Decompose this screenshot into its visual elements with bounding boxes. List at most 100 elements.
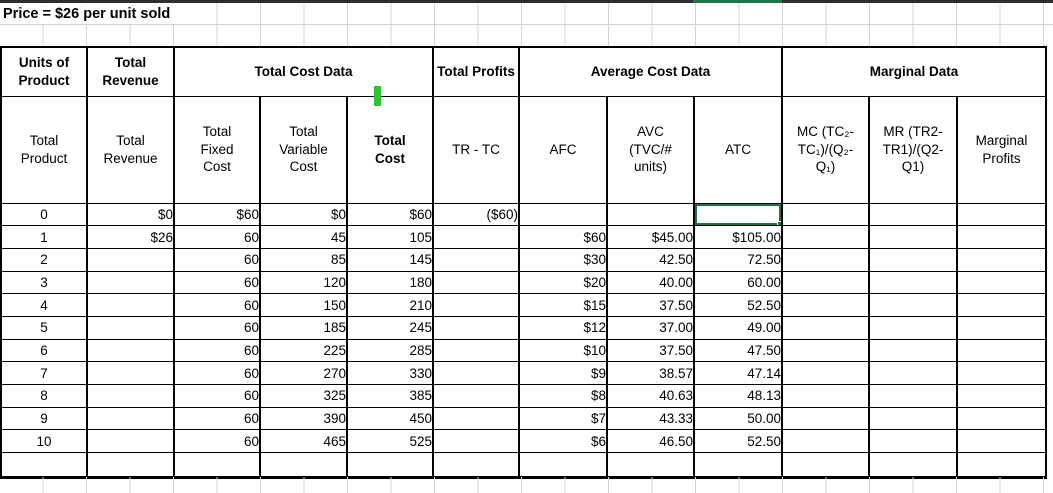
cell-total-variable-cost-r4[interactable]: 150 xyxy=(259,293,348,317)
group-header-marginal-data[interactable]: Marginal Data xyxy=(781,46,1048,97)
cell-marginal-profits-r0[interactable] xyxy=(956,202,1048,227)
cell-avc-r9[interactable]: 43.33 xyxy=(606,406,696,431)
cell-total-revenue-r5[interactable] xyxy=(86,315,175,340)
cell-mc-r8[interactable] xyxy=(781,384,871,408)
cell-afc-r11[interactable] xyxy=(518,452,609,479)
cell-mr-r11[interactable] xyxy=(868,452,959,479)
cell-mr-r1[interactable] xyxy=(868,225,959,249)
cell-profits-r9[interactable] xyxy=(432,406,521,431)
cell-total-cost-r7[interactable]: 330 xyxy=(345,361,435,385)
cell-mc-r4[interactable] xyxy=(781,293,871,317)
cell-total-revenue-r10[interactable] xyxy=(86,429,175,454)
cell-marginal-profits-r9[interactable] xyxy=(956,406,1048,431)
cell-afc-r6[interactable]: $10 xyxy=(518,338,609,363)
cell-mc-r1[interactable] xyxy=(781,225,871,249)
cell-profits-r4[interactable] xyxy=(432,293,521,317)
cell-atc-r11[interactable] xyxy=(693,452,784,479)
cell-atc-r7[interactable]: 47.14 xyxy=(693,361,784,385)
cell-avc-r0[interactable] xyxy=(606,202,696,227)
cell-atc-r10[interactable]: 52.50 xyxy=(693,429,784,454)
group-header-units-of-product[interactable]: Units of Product xyxy=(0,46,88,97)
cell-total-variable-cost-r1[interactable]: 45 xyxy=(259,225,348,249)
cell-marginal-profits-r5[interactable] xyxy=(956,315,1048,340)
cell-total-variable-cost-r0[interactable]: $0 xyxy=(259,202,348,227)
title-cell[interactable]: Price = $26 per unit sold xyxy=(0,4,181,24)
cell-profits-r0[interactable]: ($60) xyxy=(432,202,521,227)
cell-total-revenue-r0[interactable]: $0 xyxy=(86,202,175,227)
cell-total-fixed-cost-r1[interactable]: 60 xyxy=(173,225,261,249)
cell-marginal-profits-r6[interactable] xyxy=(956,338,1048,363)
cell-atc-r5[interactable]: 49.00 xyxy=(693,315,784,340)
cell-atc-r9[interactable]: 50.00 xyxy=(693,406,784,431)
selected-cell-atc[interactable] xyxy=(693,202,784,227)
cell-total-product-r4[interactable]: 4 xyxy=(0,293,88,317)
cell-afc-r3[interactable]: $20 xyxy=(518,270,609,295)
cell-total-variable-cost-r8[interactable]: 325 xyxy=(259,384,348,408)
cell-total-revenue-r1[interactable]: $26 xyxy=(86,225,175,249)
cell-marginal-profits-r2[interactable] xyxy=(956,247,1048,272)
cell-afc-r1[interactable]: $60 xyxy=(518,225,609,249)
cell-total-revenue-r6[interactable] xyxy=(86,338,175,363)
cell-atc-r8[interactable]: 48.13 xyxy=(693,384,784,408)
cell-profits-r3[interactable] xyxy=(432,270,521,295)
cell-avc-r8[interactable]: 40.63 xyxy=(606,384,696,408)
cell-mr-r10[interactable] xyxy=(868,429,959,454)
cell-mr-r0[interactable] xyxy=(868,202,959,227)
cell-mr-r8[interactable] xyxy=(868,384,959,408)
cell-total-cost-r8[interactable]: 385 xyxy=(345,384,435,408)
cell-afc-r8[interactable]: $8 xyxy=(518,384,609,408)
cell-total-fixed-cost-r2[interactable]: 60 xyxy=(173,247,261,272)
cell-total-product-r1[interactable]: 1 xyxy=(0,225,88,249)
cell-mc-r11[interactable] xyxy=(781,452,871,479)
cell-total-revenue-r11[interactable] xyxy=(86,452,175,479)
cell-total-variable-cost-r2[interactable]: 85 xyxy=(259,247,348,272)
cell-mc-r9[interactable] xyxy=(781,406,871,431)
cell-mr-r6[interactable] xyxy=(868,338,959,363)
cell-mc-r7[interactable] xyxy=(781,361,871,385)
cell-total-cost-r6[interactable]: 285 xyxy=(345,338,435,363)
group-header-total-cost-data[interactable]: Total Cost Data xyxy=(172,46,435,97)
cell-avc-r11[interactable] xyxy=(606,452,696,479)
cell-total-fixed-cost-r4[interactable]: 60 xyxy=(173,293,261,317)
cell-avc-r10[interactable]: 46.50 xyxy=(606,429,696,454)
cell-marginal-profits-r7[interactable] xyxy=(956,361,1048,385)
cell-total-product-r0[interactable]: 0 xyxy=(0,202,88,227)
cell-total-variable-cost-r5[interactable]: 185 xyxy=(259,315,348,340)
cell-mr-r9[interactable] xyxy=(868,406,959,431)
cell-total-variable-cost-r7[interactable]: 270 xyxy=(259,361,348,385)
col-header-total-revenue[interactable]: Total Revenue xyxy=(86,95,175,204)
cell-total-fixed-cost-r9[interactable]: 60 xyxy=(173,406,261,431)
cell-mr-r7[interactable] xyxy=(868,361,959,385)
cell-afc-r5[interactable]: $12 xyxy=(518,315,609,340)
cell-marginal-profits-r10[interactable] xyxy=(956,429,1048,454)
cell-total-revenue-r9[interactable] xyxy=(86,406,175,431)
cell-total-cost-r4[interactable]: 210 xyxy=(345,293,435,317)
cell-profits-r7[interactable] xyxy=(432,361,521,385)
cell-profits-r10[interactable] xyxy=(432,429,521,454)
cell-total-fixed-cost-r3[interactable]: 60 xyxy=(173,270,261,295)
cell-total-revenue-r2[interactable] xyxy=(86,247,175,272)
cell-mc-r6[interactable] xyxy=(781,338,871,363)
sheet-row-title[interactable]: Price = $26 per unit sold xyxy=(0,3,1053,25)
cell-profits-r11[interactable] xyxy=(432,452,521,479)
cell-total-cost-r11[interactable] xyxy=(345,452,435,479)
cell-afc-r7[interactable]: $9 xyxy=(518,361,609,385)
cell-total-cost-r1[interactable]: 105 xyxy=(345,225,435,249)
cell-afc-r9[interactable]: $7 xyxy=(518,406,609,431)
cell-total-product-r9[interactable]: 9 xyxy=(0,406,88,431)
cell-profits-r8[interactable] xyxy=(432,384,521,408)
cell-total-variable-cost-r10[interactable]: 465 xyxy=(259,429,348,454)
cell-afc-r0[interactable] xyxy=(518,202,609,227)
col-header-total-cost[interactable]: Total Cost xyxy=(345,95,435,204)
group-header-total-revenue[interactable]: Total Revenue xyxy=(86,46,175,97)
col-header-avc[interactable]: AVC (TVC/# units) xyxy=(606,95,696,204)
col-header-total-variable-cost[interactable]: Total Variable Cost xyxy=(259,95,348,204)
cell-total-cost-r9[interactable]: 450 xyxy=(345,406,435,431)
cell-mr-r2[interactable] xyxy=(868,247,959,272)
cell-mc-r3[interactable] xyxy=(781,270,871,295)
cell-marginal-profits-r3[interactable] xyxy=(956,270,1048,295)
sheet-area-below-table[interactable] xyxy=(0,477,1053,493)
cell-afc-r10[interactable]: $6 xyxy=(518,429,609,454)
cell-total-variable-cost-r6[interactable]: 225 xyxy=(259,338,348,363)
cell-atc-r3[interactable]: 60.00 xyxy=(693,270,784,295)
